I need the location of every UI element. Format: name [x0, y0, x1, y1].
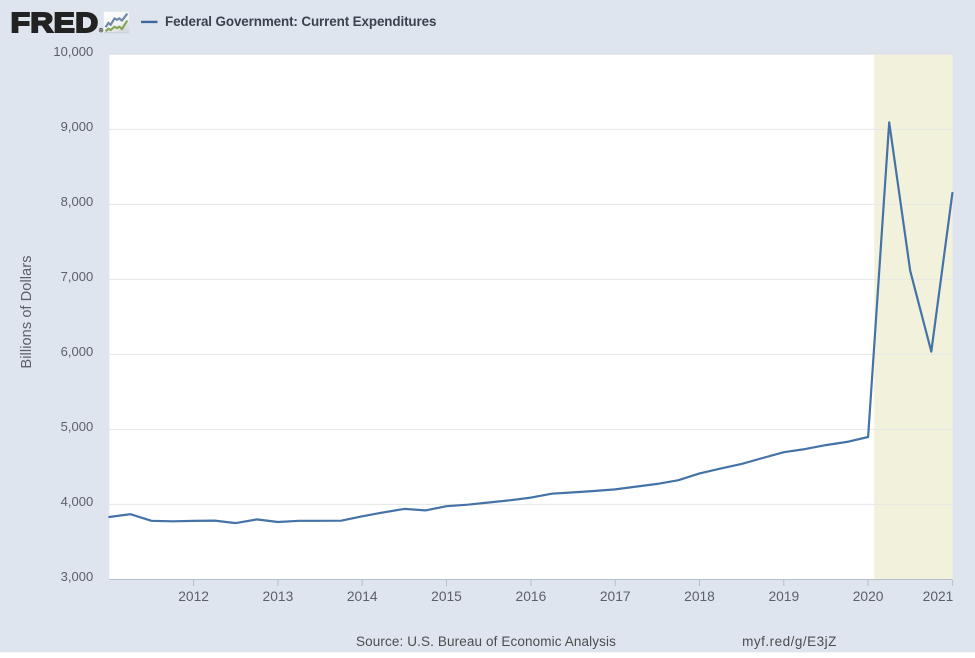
svg-text:Billions of Dollars: Billions of Dollars: [19, 255, 35, 368]
svg-text:2014: 2014: [347, 589, 378, 604]
svg-text:Source: U.S. Bureau of Economi: Source: U.S. Bureau of Economic Analysis: [356, 634, 616, 649]
svg-text:FRED: FRED: [11, 8, 99, 39]
svg-text:Federal Government: Current Ex: Federal Government: Current Expenditures: [165, 14, 436, 29]
svg-text:8,000: 8,000: [61, 194, 94, 209]
svg-text:2021: 2021: [923, 589, 954, 604]
svg-text:6,000: 6,000: [61, 344, 94, 359]
svg-text:2012: 2012: [178, 589, 209, 604]
svg-text:myf.red/g/E3jZ: myf.red/g/E3jZ: [742, 634, 837, 649]
svg-text:2017: 2017: [600, 589, 631, 604]
svg-text:2018: 2018: [684, 589, 715, 604]
svg-text:2016: 2016: [516, 589, 547, 604]
svg-text:2020: 2020: [853, 589, 884, 604]
svg-text:2013: 2013: [263, 589, 294, 604]
svg-text:3,000: 3,000: [61, 569, 94, 584]
svg-text:7,000: 7,000: [61, 269, 94, 284]
svg-text:5,000: 5,000: [61, 419, 94, 434]
svg-text:9,000: 9,000: [61, 119, 94, 134]
svg-text:4,000: 4,000: [61, 494, 94, 509]
svg-text:2015: 2015: [431, 589, 462, 604]
svg-text:2019: 2019: [768, 589, 799, 604]
svg-text:10,000: 10,000: [53, 44, 93, 59]
